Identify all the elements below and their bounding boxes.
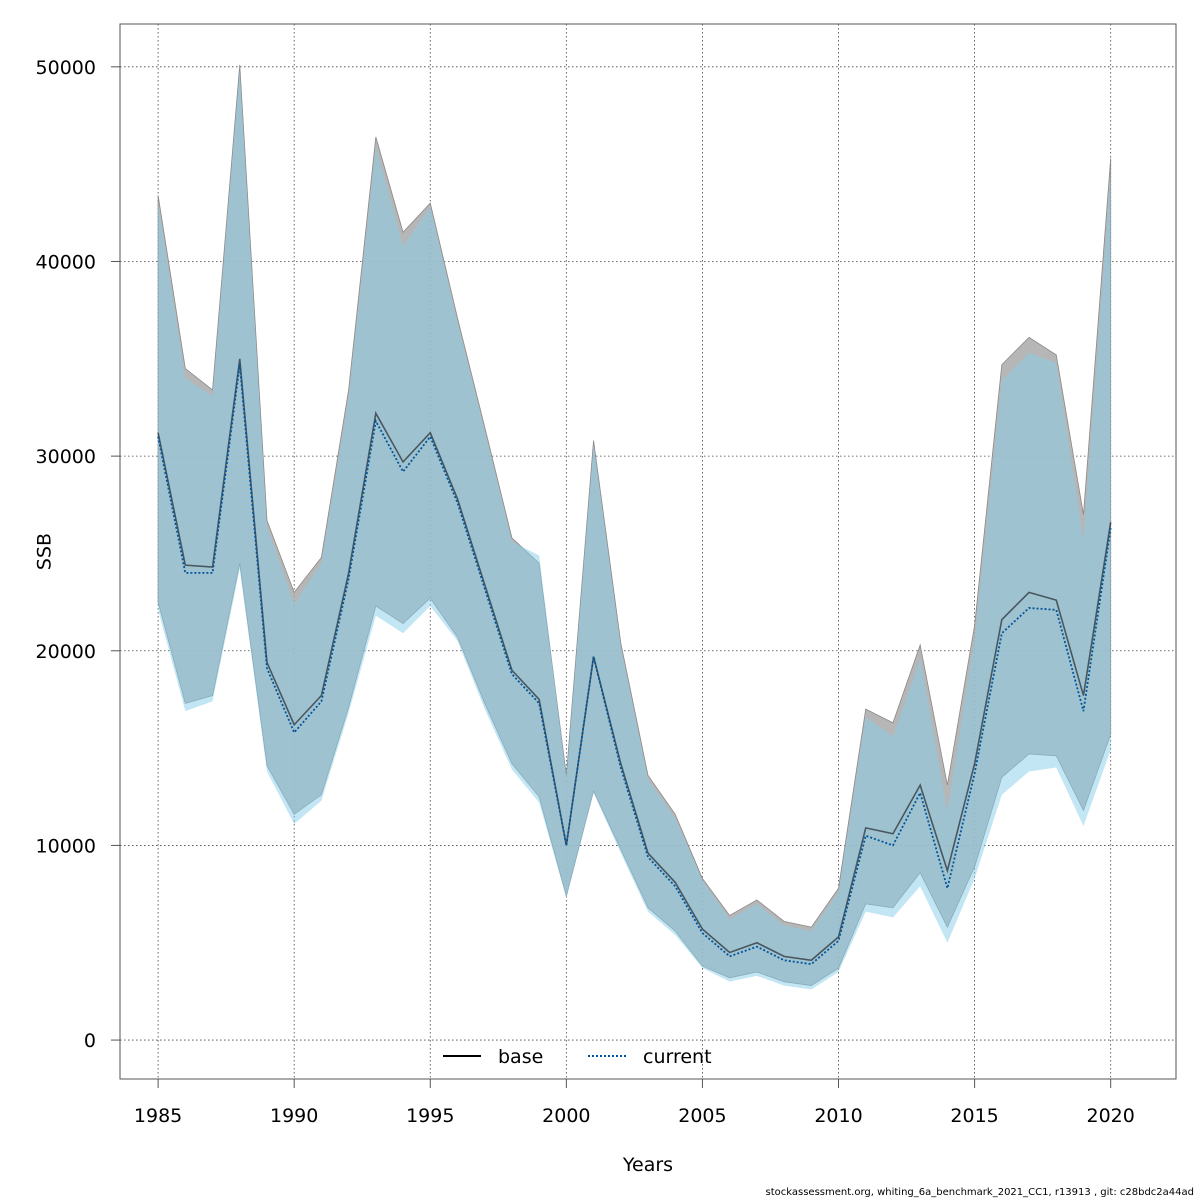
series-lines (157, 358, 1112, 966)
y-tick-label-20000: 20000 (36, 641, 96, 663)
x-tick-label-1995: 1995 (406, 1105, 454, 1127)
y-tick-label-10000: 10000 (36, 835, 96, 857)
footer-note: stockassessment.org, whiting_6a_benchmar… (765, 1187, 1194, 1198)
y-tick-label-0: 0 (84, 1030, 96, 1052)
y-tick-label-40000: 40000 (36, 251, 96, 273)
confidence-bands (157, 64, 1112, 990)
series-line-current (157, 364, 1112, 966)
x-tick-label-2015: 2015 (950, 1105, 998, 1127)
x-tick-label-1985: 1985 (134, 1105, 182, 1127)
axes: 1985 1990 1995 2000 2005 2010 2015 2020 0 10000 20… (36, 57, 1135, 1127)
series-line-base (157, 358, 1112, 962)
x-tick-label-2005: 2005 (678, 1105, 726, 1127)
legend-label-base: base (498, 1046, 543, 1068)
x-tick-label-2020: 2020 (1087, 1105, 1135, 1127)
legend: base current (443, 1046, 712, 1068)
x-tick-label-1990: 1990 (270, 1105, 318, 1127)
legend-label-current: current (643, 1046, 712, 1068)
y-tick-label-30000: 30000 (36, 446, 96, 468)
y-axis-title: SSB (34, 533, 56, 570)
band-current (158, 70, 1111, 990)
y-tick-label-50000: 50000 (36, 57, 96, 79)
x-tick-label-2000: 2000 (542, 1105, 590, 1127)
x-axis-title: Years (622, 1154, 673, 1176)
x-tick-label-2010: 2010 (814, 1105, 862, 1127)
